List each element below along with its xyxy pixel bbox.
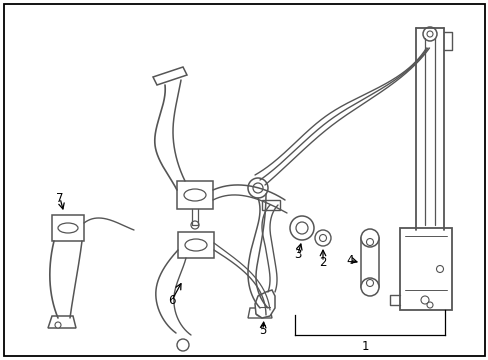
Circle shape [289,216,313,240]
Ellipse shape [58,223,78,233]
Circle shape [422,27,436,41]
Circle shape [360,278,378,296]
Polygon shape [399,228,451,310]
Ellipse shape [183,189,205,201]
Circle shape [191,221,199,229]
Polygon shape [254,290,274,318]
Polygon shape [153,67,186,85]
Polygon shape [262,200,280,210]
Polygon shape [247,308,271,318]
Circle shape [177,339,189,351]
Polygon shape [360,238,378,287]
Circle shape [295,222,307,234]
Circle shape [319,234,326,242]
Text: 6: 6 [168,293,175,306]
Circle shape [247,178,267,198]
Text: 7: 7 [56,192,63,204]
Text: 3: 3 [294,248,301,261]
Circle shape [436,266,443,273]
Text: 5: 5 [259,324,266,337]
Circle shape [420,296,428,304]
Text: 1: 1 [361,341,368,354]
Polygon shape [48,316,76,328]
Circle shape [55,322,61,328]
Ellipse shape [184,239,206,251]
Circle shape [252,183,263,193]
Circle shape [366,279,373,287]
Circle shape [426,31,432,37]
Text: 4: 4 [346,253,353,266]
Text: 2: 2 [319,256,326,269]
Circle shape [314,230,330,246]
Polygon shape [52,215,84,241]
Polygon shape [177,181,213,209]
Polygon shape [178,232,214,258]
Circle shape [426,302,432,308]
Circle shape [256,310,262,316]
Circle shape [366,239,373,246]
Circle shape [360,229,378,247]
